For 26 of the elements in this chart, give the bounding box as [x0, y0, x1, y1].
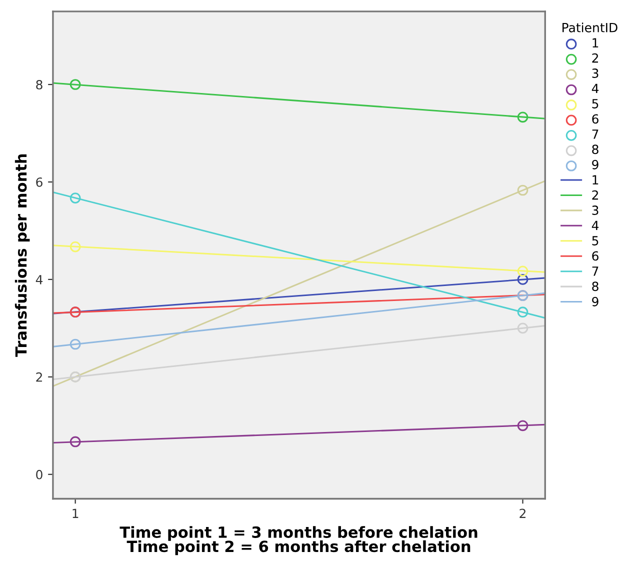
legend-label: 3 — [592, 68, 598, 78]
legend-label: 1 — [592, 38, 598, 48]
y-tick-label: 2 — [36, 372, 42, 382]
y-tick-label: 0 — [36, 470, 42, 480]
y-tick-label: 6 — [36, 177, 42, 187]
y-tick-label: 4 — [36, 275, 43, 284]
legend-label: 7 — [592, 266, 598, 276]
legend-label: 5 — [592, 236, 598, 246]
legend-label: 3 — [592, 206, 598, 215]
legend-label: 4 — [592, 220, 599, 230]
y-tick-label: 8 — [36, 80, 42, 90]
legend-label: 6 — [592, 251, 598, 261]
legend-label: 1 — [592, 175, 598, 184]
legend-label: 9 — [592, 296, 598, 306]
legend-title: PatientID — [562, 22, 618, 32]
legend-label: 8 — [592, 144, 598, 154]
legend-label: 2 — [592, 53, 598, 63]
legend-label: 5 — [592, 99, 598, 108]
legend-label: 7 — [592, 130, 598, 139]
legend-label: 4 — [592, 84, 599, 94]
legend-label: 6 — [592, 114, 598, 124]
legend-label: 9 — [592, 160, 598, 170]
legend-label: 8 — [592, 282, 598, 292]
x-axis-title: Time point 1 = 3 months before chelation Time point 2 = 6 months after chelation — [120, 526, 478, 556]
y-axis-title: Transfusions per month — [14, 154, 30, 357]
legend-label: 2 — [592, 190, 598, 200]
